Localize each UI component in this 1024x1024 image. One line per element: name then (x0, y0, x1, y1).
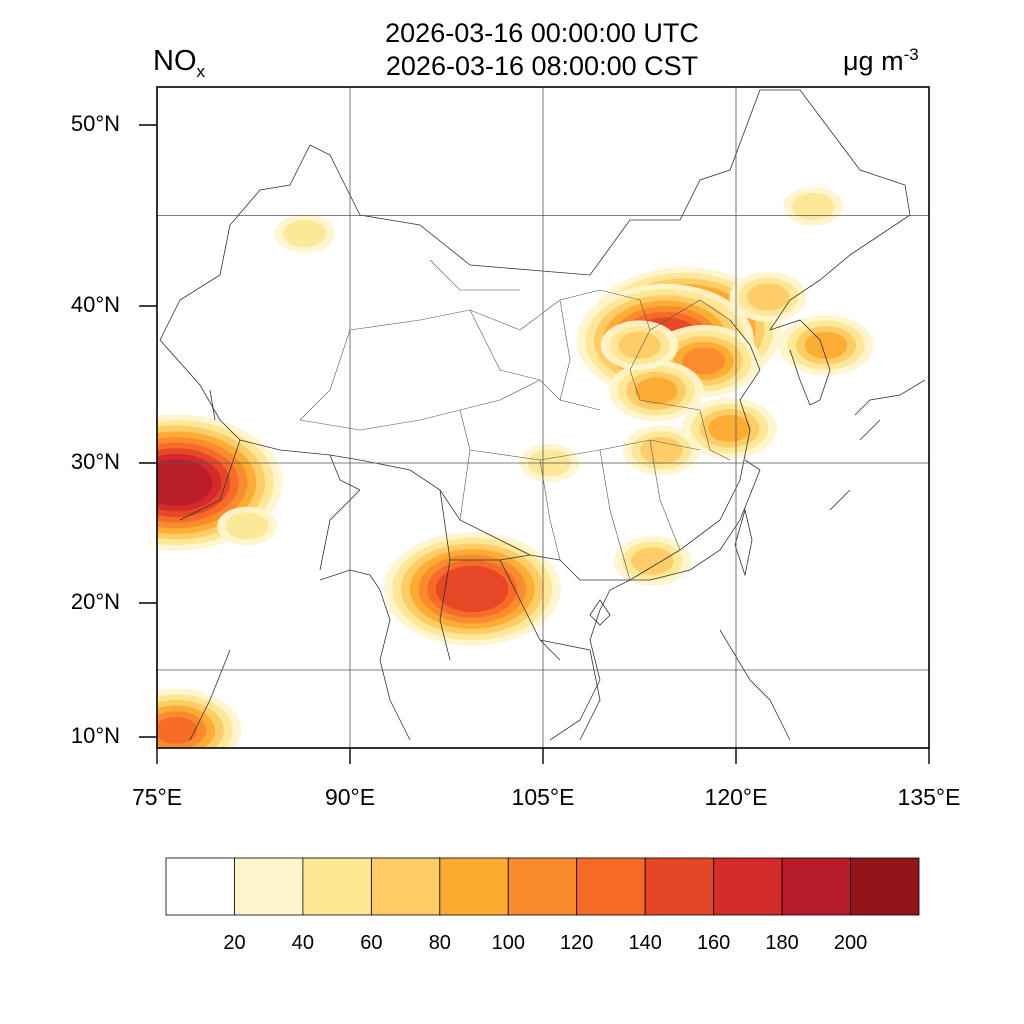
japan-coast (829, 379, 926, 511)
colorbar-label: 40 (291, 932, 315, 954)
lon-tick-label: 90°E (324, 784, 376, 810)
colorbar-swatch (644, 857, 715, 916)
coastline (189, 459, 791, 741)
hotspot-9 (729, 272, 807, 322)
hotspot-level (804, 331, 848, 359)
province-borders (299, 259, 731, 581)
hotspot-7 (613, 536, 692, 586)
hotspot-10 (783, 187, 844, 226)
units-exponent: -3 (903, 45, 919, 64)
colorbar-label: 20 (223, 932, 246, 954)
concentration-field (157, 187, 874, 748)
hotspot-8 (778, 314, 874, 376)
lat-tick-label: 50°N (70, 111, 120, 136)
variable-label: NOx (153, 45, 205, 82)
hotspot-level (283, 220, 327, 248)
colorbar-swatch (165, 857, 235, 916)
lon-tick-label: 120°E (704, 784, 768, 810)
hotspot-level (634, 377, 678, 405)
colorbar-label: 80 (428, 932, 451, 954)
country-borders (159, 89, 926, 741)
units-label: μg m-3 (843, 45, 919, 77)
colorbar-label: 60 (360, 932, 383, 954)
colorbar-swatch (439, 857, 509, 916)
colorbar-swatch (850, 857, 920, 916)
colorbar-swatch (576, 857, 646, 916)
colorbar-label: 120 (560, 932, 594, 954)
hotspot-13 (383, 532, 561, 646)
variable-subscript: x (196, 61, 206, 81)
lat-tick-label: 10°N (70, 723, 120, 748)
hotspot-level (708, 414, 751, 443)
gridlines (157, 87, 929, 748)
colorbar (165, 857, 920, 916)
south-asia-borders (179, 389, 601, 741)
title-local: 2026-03-16 08:00:00 CST (385, 51, 699, 81)
hotspot-level (225, 512, 269, 540)
hotspot-11 (274, 214, 335, 253)
hotspot-3 (608, 360, 704, 422)
hotspot-level (682, 347, 726, 375)
lon-tick-label: 75°E (131, 784, 183, 810)
colorbar-label: 140 (628, 932, 662, 954)
colorbar-label: 180 (765, 932, 799, 954)
hotspot-level (746, 283, 790, 311)
title-utc: 2026-03-16 00:00:00 UTC (385, 18, 699, 48)
hotspot-16 (157, 688, 242, 748)
colorbar-label: 200 (833, 932, 868, 954)
lon-tick-label: 105°E (511, 784, 575, 810)
hotspot-15 (217, 506, 278, 546)
colorbar-label: 100 (491, 932, 525, 954)
hotspot-level (618, 331, 661, 359)
colorbar-swatch (507, 857, 578, 916)
hotspot-level (631, 547, 674, 575)
hotspot-4 (600, 320, 679, 371)
hotspot-5 (682, 398, 778, 459)
lat-tick-label: 20°N (70, 589, 120, 614)
variable-name: NO (153, 45, 197, 77)
lat-tick-label: 30°N (70, 449, 120, 474)
colorbar-swatch (781, 857, 851, 916)
colorbar-swatch (234, 857, 304, 916)
lon-tick-label: 135°E (897, 784, 961, 810)
hotspot-level (157, 459, 213, 506)
units-base: μg m (843, 46, 904, 76)
colorbar-swatch (370, 857, 441, 916)
colorbar-swatch (302, 857, 372, 916)
axis-ticks (139, 124, 930, 764)
hotspot-6 (622, 425, 701, 476)
colorbar-swatch (713, 857, 783, 916)
lat-tick-label: 40°N (70, 292, 120, 317)
korea-border (769, 319, 831, 406)
hotspot-level (791, 192, 835, 221)
hotspot-level (435, 565, 509, 613)
colorbar-label: 160 (696, 932, 731, 954)
hotspot-level (157, 716, 198, 744)
